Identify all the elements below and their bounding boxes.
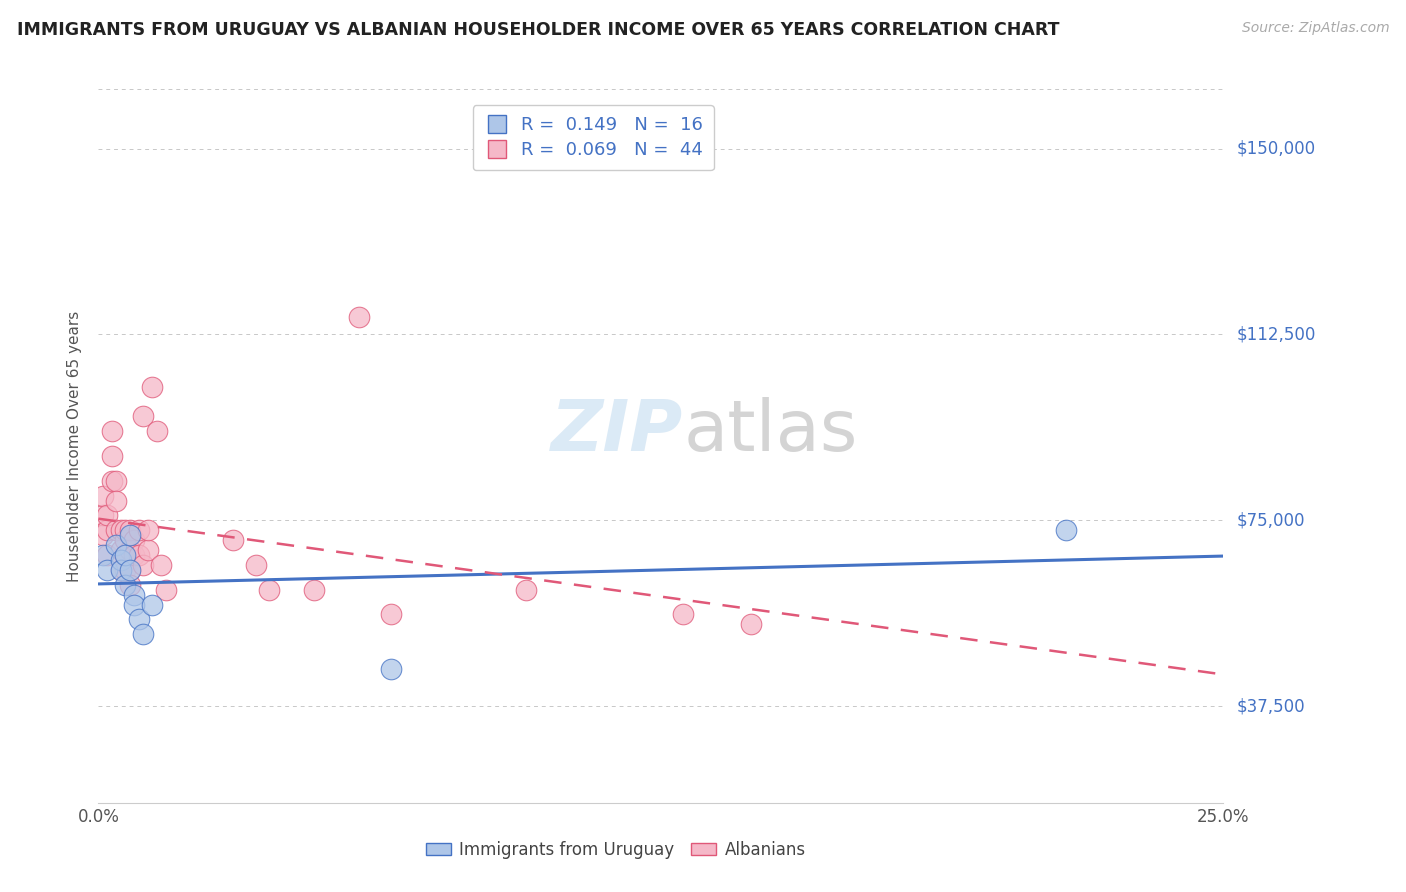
Point — [105, 474, 128, 488]
Point — [96, 508, 118, 523]
Point — [114, 548, 136, 562]
Point — [146, 424, 169, 438]
Point — [141, 379, 163, 393]
Point — [150, 558, 173, 572]
Point — [96, 523, 118, 537]
Point — [118, 528, 141, 542]
Point — [91, 548, 114, 562]
Text: Source: ZipAtlas.com: Source: ZipAtlas.com — [1241, 21, 1389, 35]
Point — [132, 627, 155, 641]
Point — [101, 474, 124, 488]
Point — [132, 409, 155, 424]
Point — [380, 662, 402, 676]
Point — [380, 607, 402, 622]
Point — [124, 533, 146, 548]
Point — [222, 533, 245, 548]
Text: atlas: atlas — [683, 397, 858, 467]
Point — [101, 449, 124, 463]
Point — [245, 558, 267, 572]
Text: IMMIGRANTS FROM URUGUAY VS ALBANIAN HOUSEHOLDER INCOME OVER 65 YEARS CORRELATION: IMMIGRANTS FROM URUGUAY VS ALBANIAN HOUS… — [17, 21, 1059, 38]
Text: $37,500: $37,500 — [1237, 698, 1306, 715]
Point — [114, 548, 136, 562]
Point — [740, 617, 762, 632]
Point — [114, 523, 136, 537]
Point — [124, 598, 146, 612]
Point — [118, 563, 141, 577]
Point — [110, 563, 132, 577]
Text: $112,500: $112,500 — [1237, 326, 1316, 343]
Point — [132, 558, 155, 572]
Point — [124, 548, 146, 562]
Point — [105, 523, 128, 537]
Point — [155, 582, 177, 597]
Legend: Immigrants from Uruguay, Albanians: Immigrants from Uruguay, Albanians — [419, 835, 813, 866]
Point — [96, 548, 118, 562]
Point — [105, 493, 128, 508]
Y-axis label: Householder Income Over 65 years: Householder Income Over 65 years — [67, 310, 83, 582]
Point — [118, 543, 141, 558]
Point — [114, 578, 136, 592]
Point — [110, 553, 132, 567]
Text: ZIP: ZIP — [551, 397, 683, 467]
Point — [141, 598, 163, 612]
Point — [110, 543, 132, 558]
Point — [128, 548, 150, 562]
Point — [124, 588, 146, 602]
Point — [118, 578, 141, 592]
Point — [672, 607, 695, 622]
Point — [91, 508, 114, 523]
Point — [101, 424, 124, 438]
Point — [105, 538, 128, 552]
Point — [136, 523, 159, 537]
Text: $150,000: $150,000 — [1237, 140, 1316, 158]
Point — [91, 489, 114, 503]
Point — [110, 563, 132, 577]
Point — [110, 523, 132, 537]
Point — [128, 523, 150, 537]
Point — [91, 528, 114, 542]
Point — [304, 582, 326, 597]
Point — [259, 582, 281, 597]
Point — [136, 543, 159, 558]
Point — [118, 523, 141, 537]
Point — [1054, 523, 1077, 537]
Point — [114, 563, 136, 577]
Point — [128, 612, 150, 626]
Point — [515, 582, 537, 597]
Text: $75,000: $75,000 — [1237, 511, 1306, 529]
Point — [114, 533, 136, 548]
Point — [96, 563, 118, 577]
Point — [349, 310, 371, 325]
Point — [118, 563, 141, 577]
